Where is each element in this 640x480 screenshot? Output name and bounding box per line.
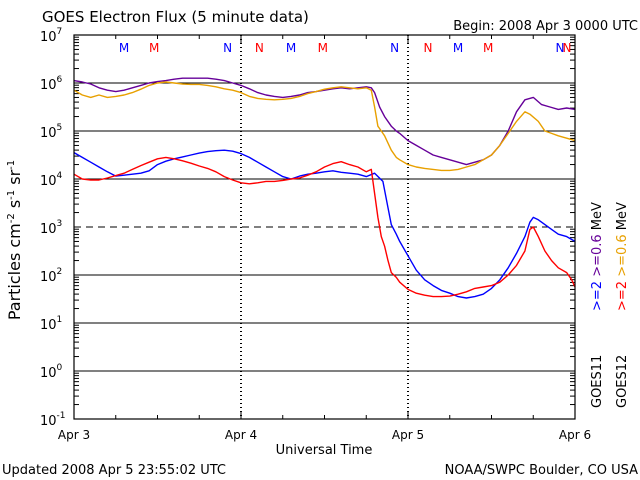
legend-entry: >=2: [590, 277, 605, 311]
local-time-marker: M: [483, 41, 493, 55]
local-time-marker: M: [149, 41, 159, 55]
marker-layer: M M N N M M N N M M NN: [119, 41, 572, 55]
local-time-marker: N: [424, 41, 433, 55]
local-time-marker: M: [318, 41, 328, 55]
x-tick-label: Apr 5: [392, 428, 424, 442]
legend-entry: MeV: [615, 202, 630, 230]
y-tick-label: 104: [40, 171, 63, 189]
plot-frame: [73, 34, 576, 420]
x-tick-label: Apr 6: [559, 428, 591, 442]
local-time-marker: M: [453, 41, 463, 55]
legend-row-goes12: >=2 >=0.6 MeV: [615, 202, 630, 311]
y-tick-label: 102: [40, 267, 62, 285]
y-tick-label: 10-1: [40, 411, 66, 429]
y-tick-label: 101: [40, 315, 62, 333]
local-time-marker: M: [286, 41, 296, 55]
legend-goes12: GOES12: [615, 355, 630, 408]
x-tick-label: Apr 4: [225, 428, 257, 442]
legend-row-goes11: >=2 >=0.6 MeV: [590, 202, 605, 311]
legend-entry: >=0.6: [615, 230, 630, 277]
legend-goes11: GOES11: [590, 355, 605, 408]
begin-time-label: Begin: 2008 Apr 3 0000 UTC: [453, 19, 638, 34]
y-tick-label: 100: [40, 363, 63, 381]
local-time-marker: N: [555, 41, 564, 55]
local-time-marker: N: [563, 41, 572, 55]
local-time-marker: M: [119, 41, 129, 55]
local-time-marker: N: [223, 41, 232, 55]
y-tick-label: 106: [40, 75, 63, 93]
y-tick-label: 105: [40, 123, 62, 141]
series-line-1: [73, 156, 576, 298]
legend-entry: >=0.6: [590, 230, 605, 277]
local-time-marker: N: [255, 41, 264, 55]
updated-timestamp: Updated 2008 Apr 5 23:55:02 UTC: [2, 463, 226, 478]
local-time-marker: N: [390, 41, 399, 55]
legend-entry: MeV: [590, 202, 605, 230]
y-axis-label: Particles cm-2 s-1 sr-1: [5, 160, 24, 320]
x-tick-labels: Apr 3 Apr 4 Apr 5 Apr 6: [58, 428, 591, 442]
y-tick-label: 107: [40, 27, 62, 45]
y-tick-labels: 107 106 105 104 103 102 101 100 10-1: [40, 27, 66, 429]
x-axis-label: Universal Time: [276, 443, 373, 458]
legend-entry: >=2: [615, 277, 630, 311]
series-line-3: [73, 81, 576, 172]
series-line-0: [73, 149, 576, 299]
chart-title: GOES Electron Flux (5 minute data): [42, 8, 309, 26]
credit-text: NOAA/SWPC Boulder, CO USA: [445, 463, 638, 478]
series-layer: [73, 77, 576, 299]
y-tick-label: 103: [40, 219, 62, 237]
x-tick-label: Apr 3: [58, 428, 90, 442]
